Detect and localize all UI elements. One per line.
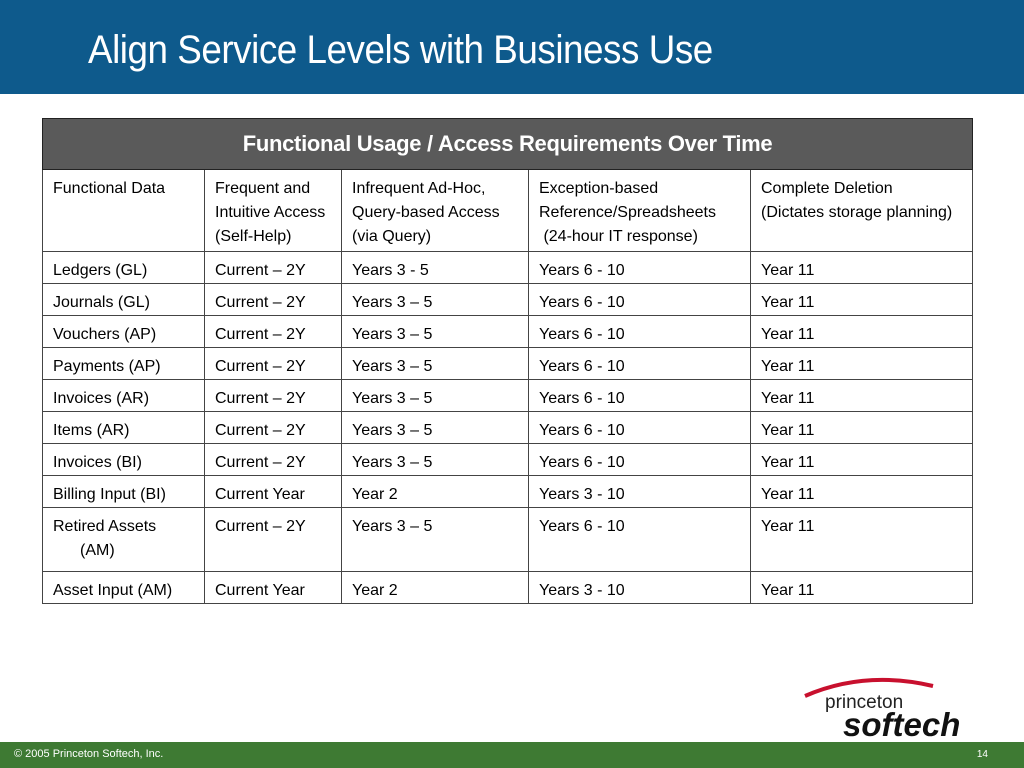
table-cell: Years 3 – 5 [341,379,529,412]
table-row: Ledgers (GL) Current – 2Y Years 3 - 5 Years… [42,251,974,284]
column-header-line: Intuitive Access [215,204,326,221]
table-cell-line: Retired Assets [53,518,157,535]
table-cell: Year 11 [749,507,974,572]
table-cell: Year 11 [749,251,974,284]
table-cell: Year 11 [749,379,974,412]
table-cell: Year 11 [749,411,974,444]
table-cell: Years 3 – 5 [341,315,529,348]
column-header-line: (via Query) [352,228,432,245]
column-header-line: (Dictates storage planning) [761,204,953,221]
table-cell: Current – 2Y [204,315,342,348]
column-header: Frequent and Intuitive Access (Self-Help) [204,169,342,252]
table-cell: Years 3 – 5 [341,443,529,476]
column-header-line: Functional Data [53,180,166,197]
footer-bar: © 2005 Princeton Softech, Inc. 14 [0,742,1024,768]
table-cell: Years 6 - 10 [528,251,751,284]
table-cell: Asset Input (AM) [42,571,205,604]
table-cell: Years 3 - 10 [528,475,751,508]
table-row: Invoices (AR) Current – 2Y Years 3 – 5 Year… [42,379,974,412]
table-cell: Journals (GL) [42,283,205,316]
princeton-softech-logo: princeton softech [804,677,960,742]
table-cell: Invoices (AR) [42,379,205,412]
column-header-line: Frequent and [215,180,311,197]
table-cell: Years 3 – 5 [341,347,529,380]
table-row: Billing Input (BI) Current Year Year 2 Year… [42,475,974,508]
table-row: Payments (AP) Current – 2Y Years 3 – 5 Year… [42,347,974,380]
table-cell: Current – 2Y [204,283,342,316]
table-cell: Current – 2Y [204,411,342,444]
table-cell: Years 6 - 10 [528,507,751,572]
table-body: Functional Data Frequent and Intuitive Ac… [42,169,974,604]
column-header-line: Complete Deletion [761,180,893,197]
table-cell: Current – 2Y [204,251,342,284]
table-cell: Years 3 - 10 [528,571,751,604]
table-row: Asset Input (AM) Current Year Year 2 Years … [42,571,974,604]
table-cell: Years 6 - 10 [528,443,751,476]
table-cell: Year 2 [341,571,529,604]
table-cell: Years 6 - 10 [528,347,751,380]
column-header: Complete Deletion (Dictates storage plann… [749,169,974,252]
title-bar: Align Service Levels with Business Use [0,0,1024,94]
table-row: Journals (GL) Current – 2Y Years 3 – 5 Year… [42,283,974,316]
table-cell-line: (AM) [80,542,115,559]
column-header-line: (24-hour IT response) [539,228,698,245]
table-cell: Years 3 – 5 [341,411,529,444]
column-header-line: Exception-based [539,180,659,197]
table-row: Retired Assets (AM) Current – 2Y Years 3 – … [42,507,974,572]
table-title: Functional Usage / Access Requirements O… [41,118,974,170]
column-header: Functional Data [42,169,205,252]
table-cell: Current – 2Y [204,379,342,412]
column-header-line: Query-based Access [352,204,500,221]
slide-title: Align Service Levels with Business Use [88,28,713,72]
table-cell: Year 11 [749,443,974,476]
table-cell: Items (AR) [42,411,205,444]
table-cell: Years 3 – 5 [341,507,529,572]
column-header-row: Functional Data Frequent and Intuitive Ac… [42,169,974,252]
logo-line2: softech [843,706,960,742]
table-cell: Vouchers (AP) [42,315,205,348]
table-cell: Current Year [204,571,342,604]
column-header-line: (Self-Help) [215,228,292,245]
table-cell: Retired Assets (AM) [42,507,205,572]
table-cell: Years 6 - 10 [528,411,751,444]
table-cell: Years 6 - 10 [528,283,751,316]
logo-arc [804,677,934,698]
table-cell: Payments (AP) [42,347,205,380]
table-cell: Year 11 [749,571,974,604]
table-cell: Billing Input (BI) [42,475,205,508]
column-header-line: Infrequent Ad-Hoc, [352,180,486,197]
column-header: Exception-based Reference/Spreadsheets (2… [528,169,751,252]
table-cell: Year 11 [749,347,974,380]
column-header: Infrequent Ad-Hoc, Query-based Access (via… [341,169,529,252]
page-number: 14 [976,749,988,760]
table-row: Vouchers (AP) Current – 2Y Years 3 – 5 Year… [42,315,974,348]
table-cell: Years 6 - 10 [528,379,751,412]
logo-line1: princeton [825,692,903,713]
table-cell: Years 3 – 5 [341,283,529,316]
usage-table: Functional Usage / Access Requirements O… [41,118,974,604]
copyright-text: © 2005 Princeton Softech, Inc. [14,748,164,760]
table-cell: Year 11 [749,475,974,508]
table-cell: Year 11 [749,283,974,316]
table-cell: Current – 2Y [204,507,342,572]
table-cell: Years 3 - 5 [341,251,529,284]
table-cell: Current – 2Y [204,347,342,380]
table-cell: Year 2 [341,475,529,508]
table-cell: Current Year [204,475,342,508]
table-cell: Invoices (BI) [42,443,205,476]
table-cell: Year 11 [749,315,974,348]
table-row: Invoices (BI) Current – 2Y Years 3 – 5 Year… [42,443,974,476]
table-cell: Ledgers (GL) [42,251,205,284]
column-header-line: Reference/Spreadsheets [539,204,716,221]
table-cell: Current – 2Y [204,443,342,476]
table-cell: Years 6 - 10 [528,315,751,348]
table-row: Items (AR) Current – 2Y Years 3 – 5 Years 6… [42,411,974,444]
